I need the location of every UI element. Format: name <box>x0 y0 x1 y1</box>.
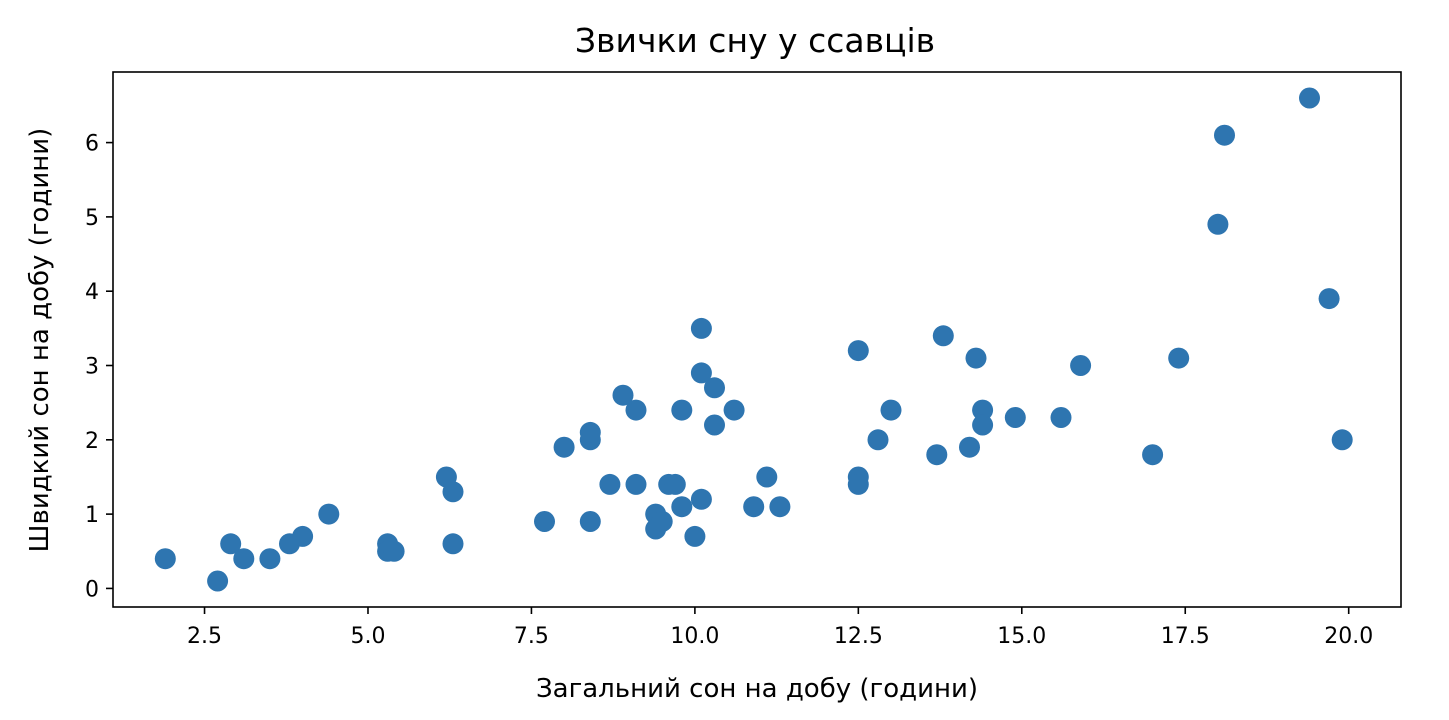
data-point <box>769 496 791 518</box>
x-axis-label: Загальний сон на добу (години) <box>536 674 978 704</box>
y-tick-label: 4 <box>85 280 99 305</box>
y-tick-label: 5 <box>85 206 99 231</box>
x-tick-label: 20.0 <box>1324 624 1373 649</box>
data-point <box>847 340 869 362</box>
data-point <box>579 511 601 532</box>
data-point <box>704 414 725 436</box>
data-point <box>723 399 745 421</box>
data-point <box>690 317 712 339</box>
x-tick-label: 17.5 <box>1161 624 1210 649</box>
data-point <box>704 377 725 399</box>
points-layer <box>154 87 1353 592</box>
data-point <box>684 525 706 547</box>
data-point <box>926 444 948 466</box>
y-tick-label: 0 <box>85 577 99 602</box>
data-point <box>1318 288 1340 310</box>
y-tick-label: 3 <box>85 355 99 380</box>
data-point <box>671 399 693 421</box>
data-point <box>1331 429 1353 451</box>
data-point <box>847 473 869 495</box>
data-point <box>1142 444 1164 466</box>
data-point <box>442 533 464 555</box>
data-point <box>383 540 405 562</box>
data-point <box>880 399 902 421</box>
data-point <box>625 399 647 421</box>
y-tick-label: 1 <box>85 503 99 528</box>
data-point <box>965 347 987 369</box>
y-axis-label: Швидкий сон на добу (години) <box>25 128 55 553</box>
data-point <box>207 570 229 592</box>
chart-title: Звички сну у ссавців <box>575 21 935 60</box>
data-point <box>972 399 994 421</box>
y-tick-label: 2 <box>85 429 99 454</box>
data-point <box>690 362 712 384</box>
data-point <box>625 473 647 495</box>
x-tick-label: 15.0 <box>997 624 1046 649</box>
data-point <box>579 421 601 443</box>
data-point <box>553 436 575 458</box>
data-point <box>743 496 765 518</box>
data-point <box>154 548 176 570</box>
data-point <box>651 511 673 532</box>
data-point <box>972 414 994 436</box>
data-point <box>220 533 242 555</box>
data-point <box>1214 124 1235 146</box>
data-point <box>1299 87 1320 109</box>
data-point <box>932 325 954 347</box>
y-axis: 0 1 2 3 4 5 6 <box>85 132 113 602</box>
data-point <box>1004 407 1026 428</box>
x-tick-label: 7.5 <box>514 624 549 649</box>
x-axis: 2.5 5.0 7.5 10.0 12.5 15.0 17.5 20.0 <box>187 607 1373 649</box>
data-point <box>867 429 889 451</box>
data-point <box>292 525 314 547</box>
data-point <box>442 481 464 503</box>
data-point <box>959 436 980 458</box>
x-tick-label: 5.0 <box>350 624 385 649</box>
x-tick-label: 2.5 <box>187 624 222 649</box>
data-point <box>233 548 255 570</box>
data-point <box>1070 355 1092 376</box>
data-point <box>664 473 686 495</box>
data-point <box>612 384 634 406</box>
data-point <box>1168 347 1190 369</box>
x-tick-label: 10.0 <box>670 624 719 649</box>
data-point <box>671 496 693 518</box>
y-tick-label: 6 <box>85 132 99 157</box>
data-point <box>1207 213 1229 235</box>
data-point <box>690 488 712 510</box>
data-point <box>318 503 340 525</box>
data-point <box>1050 407 1072 428</box>
x-tick-label: 12.5 <box>834 624 883 649</box>
data-point <box>534 511 555 532</box>
plot-frame <box>112 71 1402 608</box>
data-point <box>599 473 621 495</box>
data-point <box>259 548 281 570</box>
data-point <box>756 466 778 488</box>
